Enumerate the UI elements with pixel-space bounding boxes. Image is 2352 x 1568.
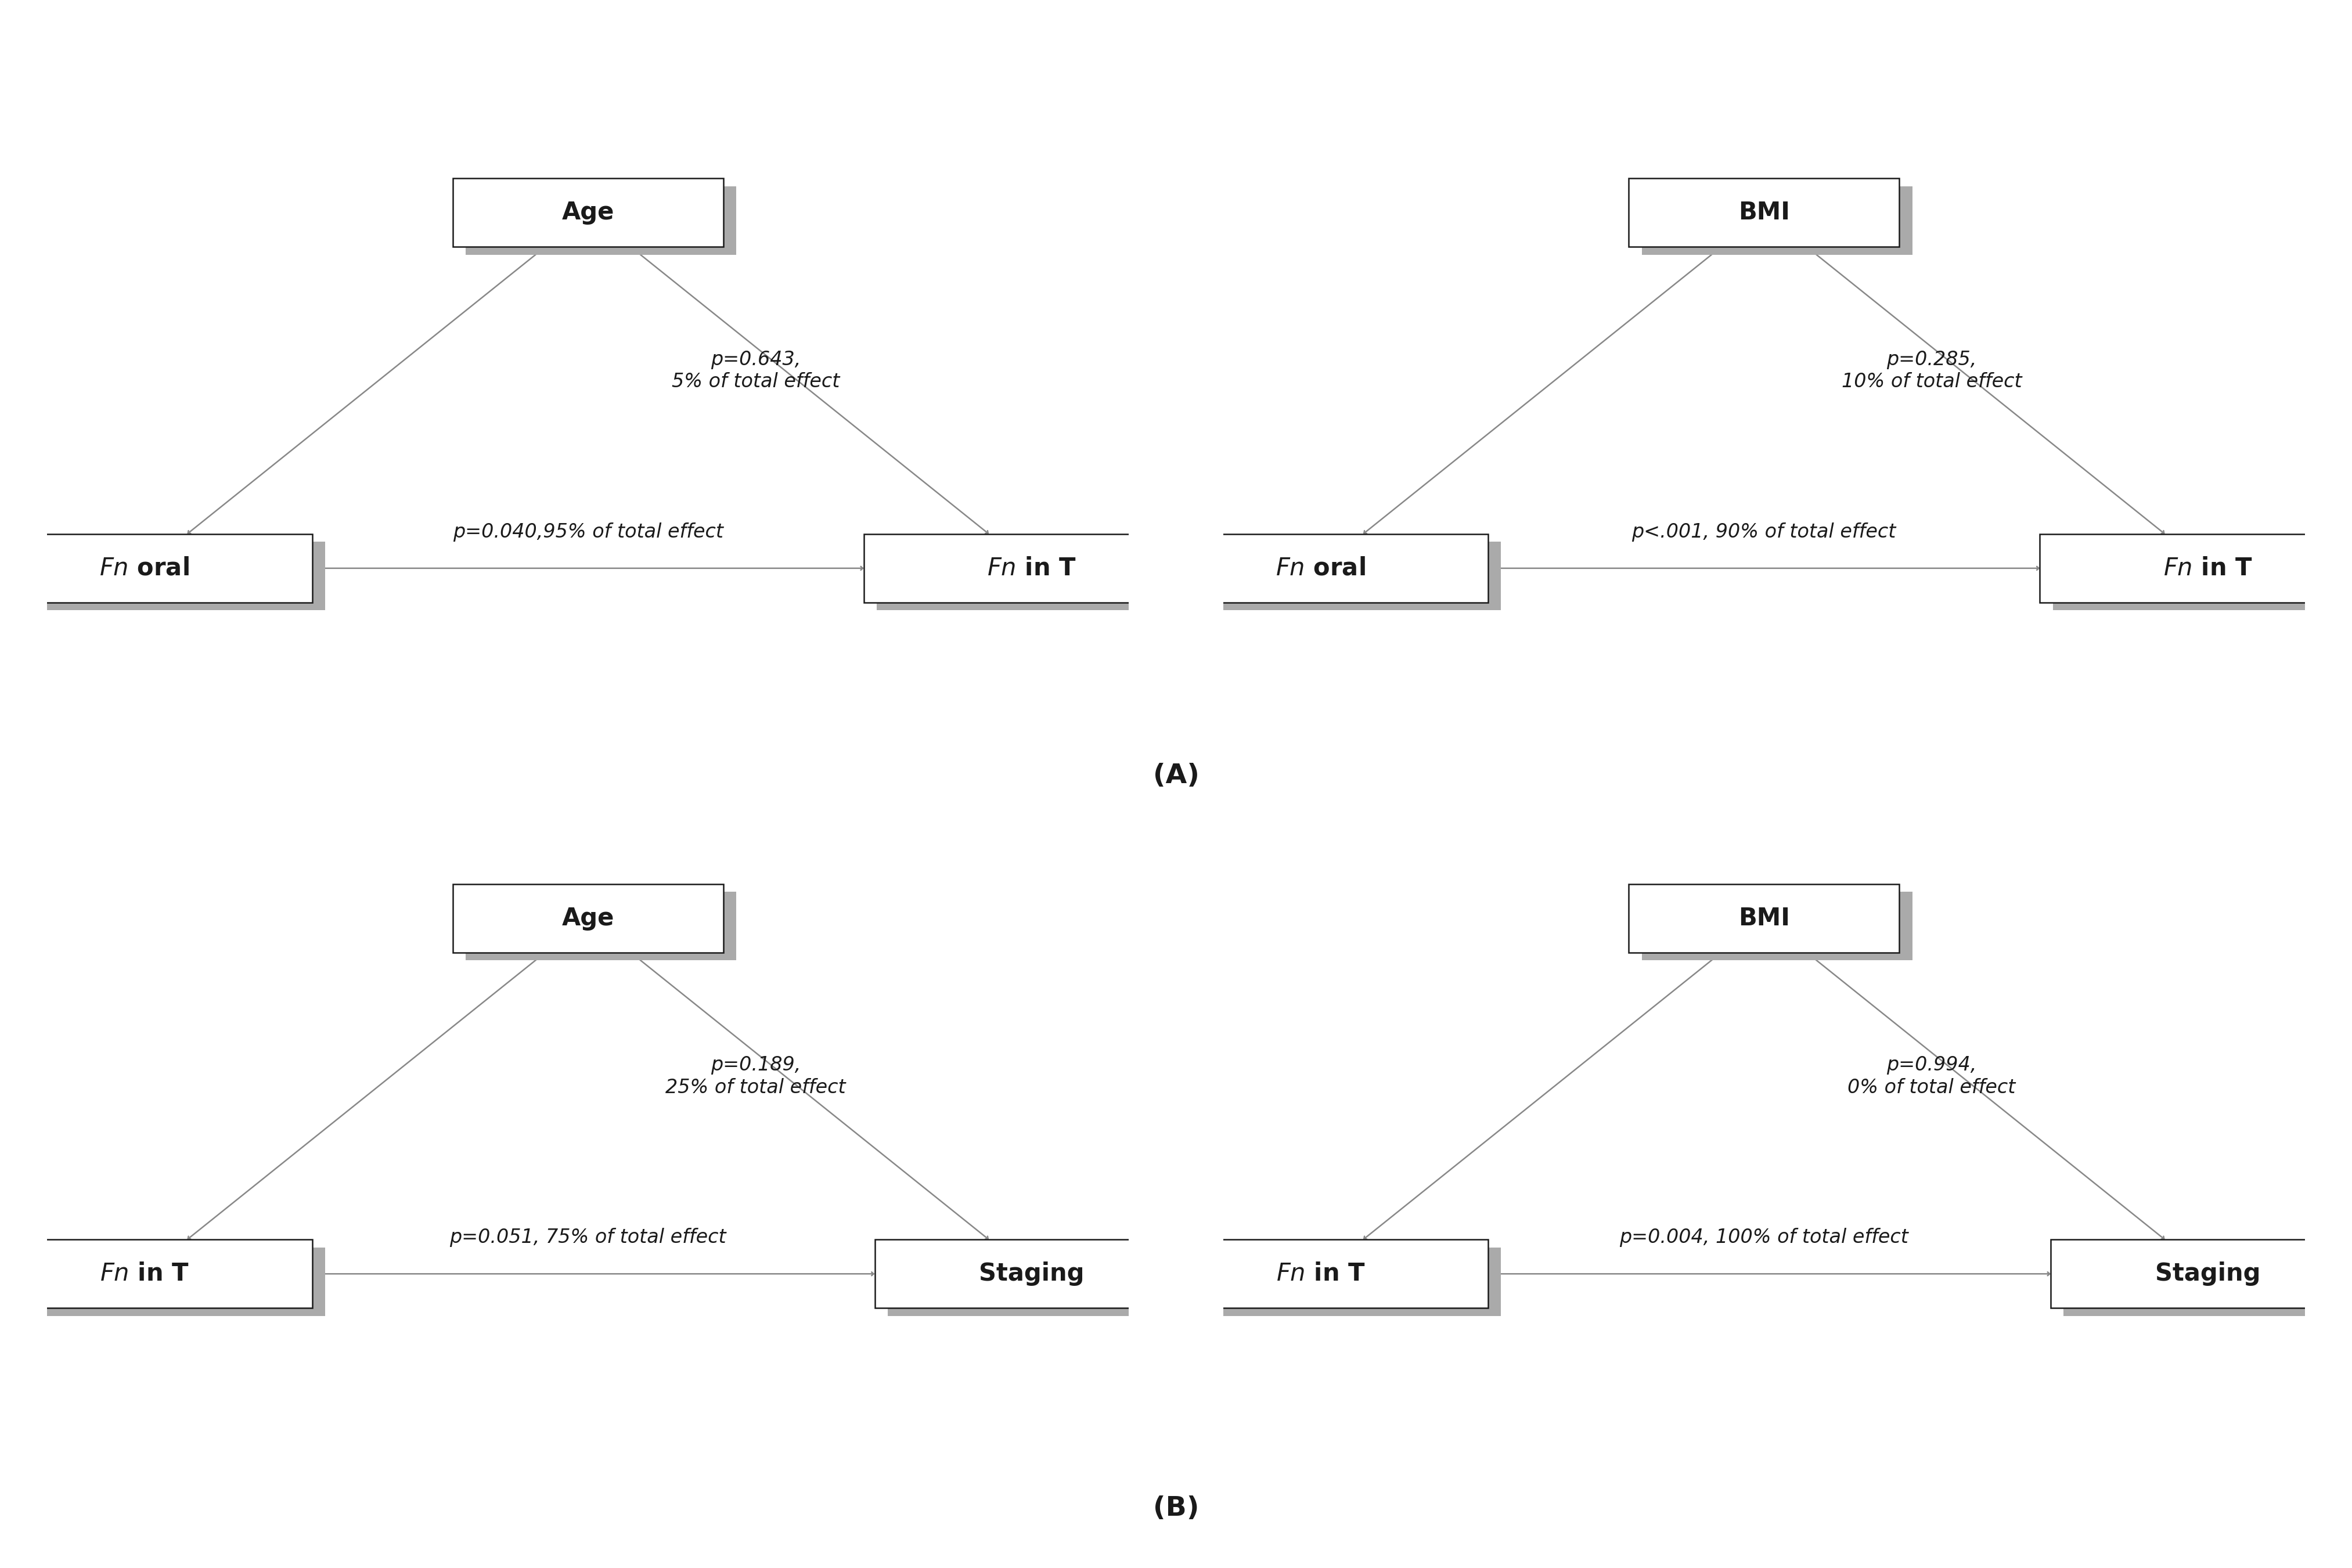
FancyBboxPatch shape — [1167, 543, 1501, 610]
Text: (B): (B) — [1152, 1496, 1200, 1521]
FancyBboxPatch shape — [875, 1240, 1188, 1308]
FancyBboxPatch shape — [0, 535, 313, 602]
Text: p=0.051, 75% of total effect: p=0.051, 75% of total effect — [449, 1228, 727, 1247]
Text: $\it{Fn}$ oral: $\it{Fn}$ oral — [1275, 557, 1367, 580]
FancyBboxPatch shape — [1628, 884, 1900, 952]
FancyBboxPatch shape — [2063, 1248, 2352, 1316]
FancyBboxPatch shape — [0, 1248, 325, 1316]
Text: p=0.004, 100% of total effect: p=0.004, 100% of total effect — [1621, 1228, 1907, 1247]
Text: Staging: Staging — [978, 1262, 1084, 1286]
FancyBboxPatch shape — [2039, 535, 2352, 602]
FancyBboxPatch shape — [1167, 1248, 1501, 1316]
Text: p=0.189,
25% of total effect: p=0.189, 25% of total effect — [666, 1055, 847, 1098]
Text: $\it{Fn}$ oral: $\it{Fn}$ oral — [99, 557, 191, 580]
FancyBboxPatch shape — [1628, 179, 1900, 246]
FancyBboxPatch shape — [2051, 1240, 2352, 1308]
Text: Age: Age — [562, 906, 614, 930]
FancyBboxPatch shape — [466, 187, 736, 254]
Text: Age: Age — [562, 201, 614, 224]
Text: (A): (A) — [1152, 764, 1200, 789]
FancyBboxPatch shape — [887, 1248, 1202, 1316]
FancyBboxPatch shape — [1152, 535, 1489, 602]
FancyBboxPatch shape — [2053, 543, 2352, 610]
Text: p=0.643,
5% of total effect: p=0.643, 5% of total effect — [673, 350, 840, 392]
FancyBboxPatch shape — [877, 543, 1211, 610]
Text: Staging: Staging — [2154, 1262, 2260, 1286]
FancyBboxPatch shape — [454, 179, 724, 246]
FancyBboxPatch shape — [1152, 1240, 1489, 1308]
FancyBboxPatch shape — [1642, 187, 1912, 254]
FancyBboxPatch shape — [0, 1240, 313, 1308]
Text: $\it{Fn}$ in T: $\it{Fn}$ in T — [988, 557, 1077, 580]
Text: p<.001, 90% of total effect: p<.001, 90% of total effect — [1632, 522, 1896, 541]
Text: BMI: BMI — [1738, 201, 1790, 224]
FancyBboxPatch shape — [863, 535, 1200, 602]
Text: p=0.994,
0% of total effect: p=0.994, 0% of total effect — [1849, 1055, 2016, 1098]
Text: p=0.285,
10% of total effect: p=0.285, 10% of total effect — [1842, 350, 2023, 392]
Text: p=0.040,95% of total effect: p=0.040,95% of total effect — [452, 522, 724, 541]
FancyBboxPatch shape — [454, 884, 724, 952]
Text: BMI: BMI — [1738, 906, 1790, 930]
Text: $\it{Fn}$ in T: $\it{Fn}$ in T — [99, 1262, 188, 1286]
Text: $\it{Fn}$ in T: $\it{Fn}$ in T — [2164, 557, 2253, 580]
FancyBboxPatch shape — [1642, 892, 1912, 960]
FancyBboxPatch shape — [466, 892, 736, 960]
FancyBboxPatch shape — [0, 543, 325, 610]
Text: $\it{Fn}$ in T: $\it{Fn}$ in T — [1275, 1262, 1364, 1286]
